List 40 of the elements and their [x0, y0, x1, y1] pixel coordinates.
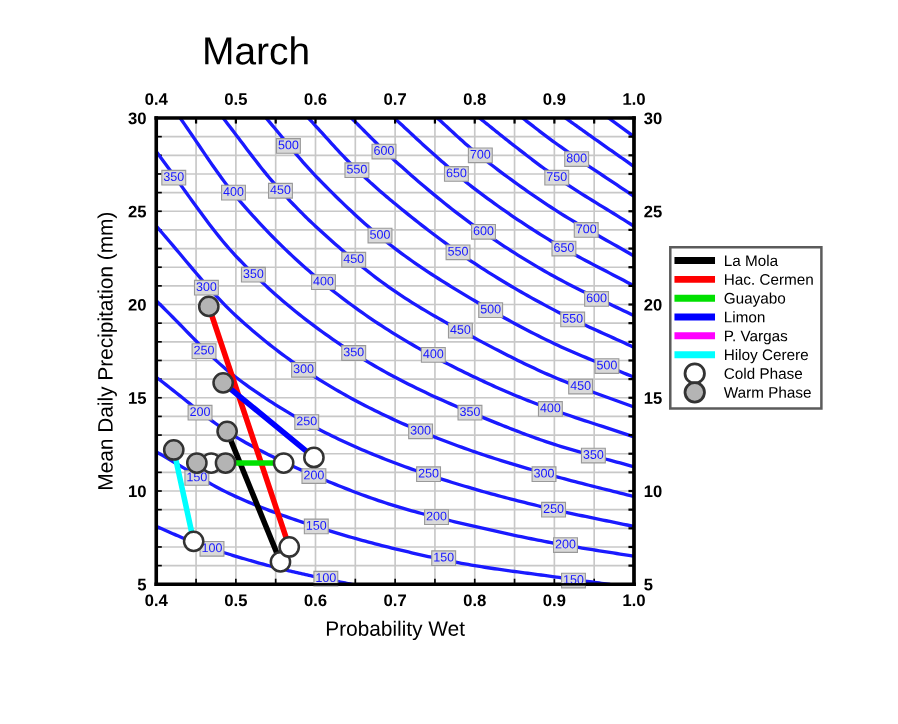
- x-tick-label: 0.8: [463, 594, 486, 607]
- y2-tick-label: 5: [644, 578, 653, 591]
- y2-tick-label: 30: [644, 112, 662, 125]
- y2-tick-label: 25: [644, 205, 662, 218]
- x-tick-label: 0.5: [224, 594, 247, 607]
- x2-tick-label: 0.6: [304, 93, 327, 105]
- y2-tick-label: 15: [644, 392, 662, 404]
- y-tick-label: 10: [129, 485, 146, 498]
- point: [162, 439, 185, 461]
- point: [216, 420, 238, 443]
- x2-tick-label: 0.8: [463, 93, 486, 105]
- y2-tick-label: 10: [644, 485, 662, 498]
- point: [272, 452, 295, 474]
- point: [303, 446, 325, 469]
- x2-tick-label: 0.9: [543, 93, 566, 105]
- x-tick-label: 0.9: [543, 594, 566, 607]
- x2-tick-label: 0.4: [145, 93, 168, 105]
- point: [278, 536, 301, 558]
- y-tick-label: 15: [129, 392, 147, 404]
- y2-tick-label: 20: [644, 298, 662, 311]
- chart-title: March: [205, 36, 308, 65]
- x-tick-label: 0.4: [145, 594, 168, 607]
- x2-tick-label: 0.5: [224, 93, 247, 105]
- x-axis-title: Probability Wet: [326, 620, 465, 641]
- x2-tick-label: 0.7: [384, 93, 406, 105]
- y-tick-label: 25: [128, 205, 147, 218]
- x-tick-label: 1.0: [623, 594, 645, 607]
- x-tick-label: 0.6: [304, 594, 327, 607]
- y-tick-label: 20: [128, 298, 146, 311]
- point: [182, 530, 205, 553]
- point: [214, 452, 237, 474]
- y-axis-title: Mean Daily Precipitation (mm): [97, 212, 117, 489]
- point: [212, 371, 235, 394]
- point: [185, 452, 208, 474]
- point: [197, 295, 220, 318]
- x2-tick-label: 1.0: [623, 93, 645, 105]
- point: [269, 551, 292, 573]
- y-tick-label: 5: [137, 578, 147, 591]
- x-tick-label: 0.7: [384, 594, 406, 607]
- y-tick-label: 30: [128, 112, 146, 125]
